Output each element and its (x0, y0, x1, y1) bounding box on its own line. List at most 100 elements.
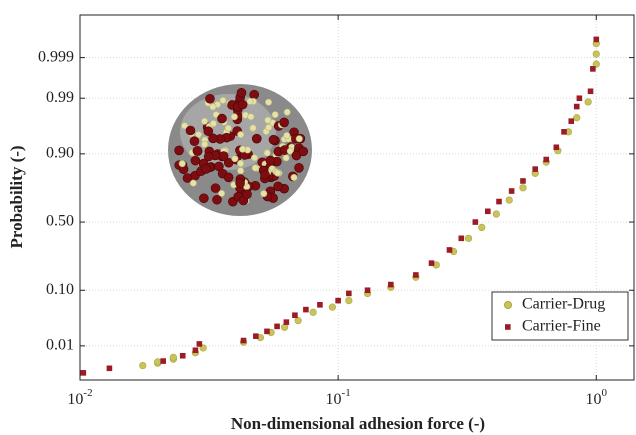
y-tick-label: 0.50 (46, 213, 74, 230)
particle-dot (283, 131, 291, 139)
data-point (428, 260, 435, 266)
particle-dot (219, 96, 227, 104)
particle-dot (199, 193, 209, 204)
data-point (264, 328, 270, 335)
data-point (590, 66, 596, 72)
data-point (458, 235, 465, 242)
x-axis-label: Non-dimensional adhesion force (-) (231, 414, 485, 433)
x-tick-base: 10 (326, 391, 342, 408)
y-tick-label: 0.10 (46, 281, 74, 298)
x-tick-base: 10 (586, 391, 602, 408)
particle-dot (268, 134, 279, 145)
data-point (179, 352, 186, 359)
particle-dot (249, 124, 257, 132)
data-point (274, 323, 280, 330)
particle-dot (251, 154, 259, 162)
data-point (413, 272, 419, 278)
x-tick-exponent: -1 (342, 387, 351, 399)
particle-dot (294, 163, 304, 173)
particle-dot (295, 135, 303, 143)
data-point (478, 223, 486, 232)
x-tick-label: 10-1 (326, 387, 351, 408)
data-point (80, 370, 87, 376)
particle-dot (265, 155, 276, 166)
particle-dot (273, 181, 283, 192)
particle-dot (209, 120, 217, 128)
particle-dot (201, 117, 209, 125)
data-point (496, 198, 502, 205)
y-axis-label: Probability (-) (7, 145, 26, 248)
data-point (280, 323, 289, 331)
particle-dot (192, 145, 203, 156)
data-point (364, 287, 371, 294)
y-tick-label: 0.99 (46, 89, 74, 106)
data-point (309, 308, 317, 316)
data-point (106, 365, 113, 372)
particle-dot (181, 122, 189, 130)
data-point (568, 118, 575, 124)
x-tick-base: 10 (67, 391, 83, 408)
particle-dot (218, 151, 229, 161)
particle-dot (265, 123, 273, 131)
legend-box (491, 291, 629, 341)
data-point (485, 208, 491, 215)
data-point (472, 219, 479, 225)
particle-dot (251, 133, 262, 144)
particle-dot (260, 169, 270, 180)
particle-dot (231, 155, 239, 163)
x-tick-label: 10-2 (67, 387, 92, 408)
data-point (573, 103, 580, 110)
particle-dot (247, 113, 255, 121)
particle-dot (174, 145, 184, 156)
particle-dot (237, 99, 248, 110)
data-point (345, 296, 353, 305)
particle-dot (224, 124, 232, 132)
particle-dot (212, 194, 222, 205)
x-tick-exponent: -2 (83, 387, 92, 399)
data-point (584, 98, 592, 106)
data-point (294, 317, 302, 325)
data-point (283, 319, 290, 325)
data-point (519, 184, 527, 192)
data-point (532, 166, 539, 172)
axes-frame (79, 14, 635, 381)
y-tick-label: 0.999 (38, 48, 74, 65)
y-tick-label: 0.01 (46, 337, 74, 354)
particle-dot (279, 117, 289, 128)
particle-dot (249, 89, 260, 100)
data-point (592, 50, 600, 58)
data-point (160, 358, 166, 364)
particle-dot (274, 169, 282, 177)
particle-dot (195, 131, 203, 139)
particle-dot (246, 97, 254, 105)
particle-dot (236, 87, 247, 98)
data-point (139, 361, 147, 370)
legend-swatch (505, 324, 511, 330)
particle-dot (217, 113, 227, 124)
data-point (592, 60, 600, 68)
particle-dot (178, 160, 186, 168)
data-point (253, 333, 259, 339)
particle-dot (237, 159, 245, 167)
particle-dot (189, 136, 200, 147)
data-point (446, 247, 453, 253)
particle-dot (237, 167, 245, 175)
data-point (240, 337, 247, 344)
particle-dot (290, 173, 298, 181)
particle-dot (242, 189, 252, 200)
data-point (492, 210, 500, 218)
particle-dot (239, 145, 247, 153)
y-tick-label: 0.90 (46, 145, 74, 162)
particle-dot (205, 93, 215, 104)
particle-dot (203, 126, 214, 137)
data-point (317, 302, 323, 308)
particle-dot (251, 164, 259, 172)
particle-dot (263, 149, 271, 157)
legend-swatch (504, 301, 512, 309)
legend-label: Carrier-Fine (522, 318, 601, 335)
legend-label: Carrier-Drug (522, 296, 605, 313)
data-point (520, 178, 526, 184)
particle-dot (282, 154, 290, 162)
particle-dot (237, 131, 245, 139)
